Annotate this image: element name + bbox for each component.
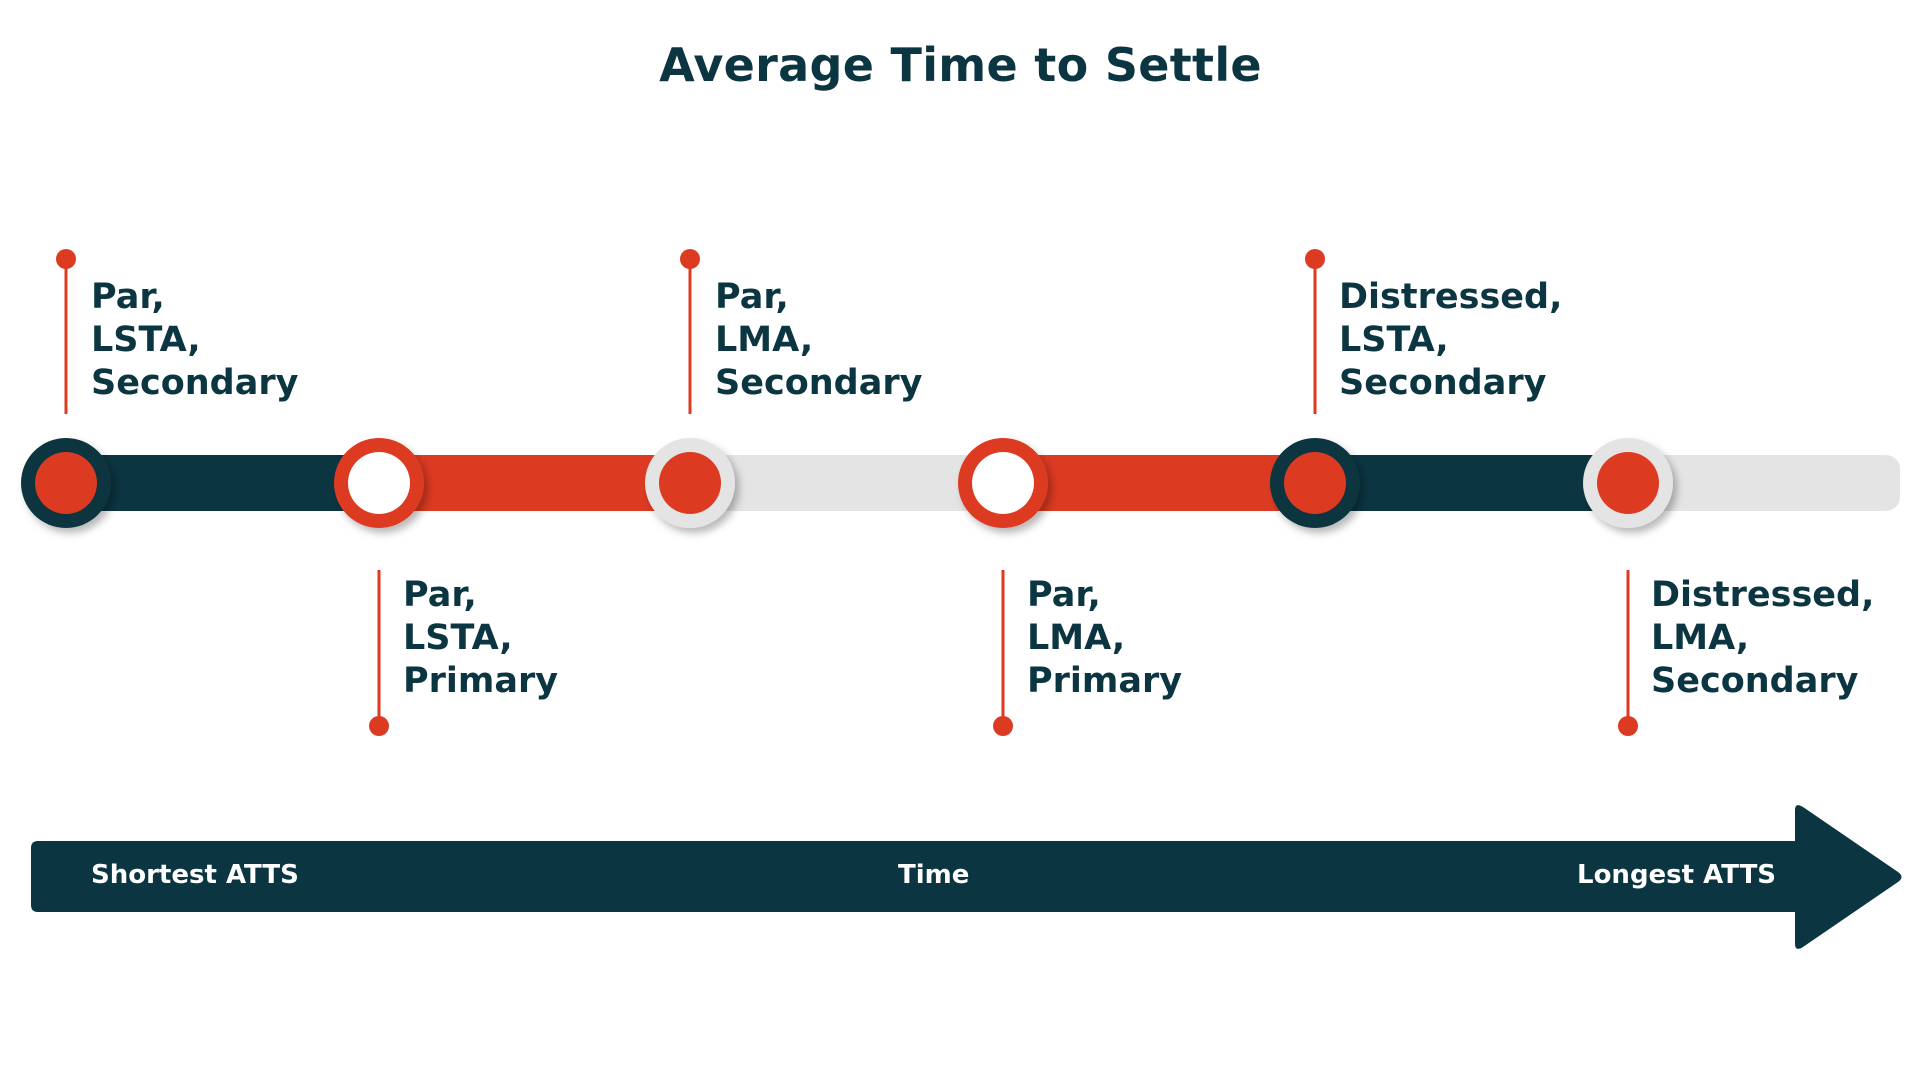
- milestone-5-line-1: Distressed,: [1339, 277, 1563, 317]
- milestone-2-line-3: Primary: [403, 661, 559, 701]
- milestone-4-line-3: Primary: [1027, 661, 1183, 701]
- milestone-6-line-1: Distressed,: [1651, 575, 1875, 615]
- milestone-2-line-1: Par,: [403, 575, 477, 615]
- connector-dot-5: [1305, 249, 1325, 269]
- connector-dot-1: [56, 249, 76, 269]
- milestone-label-2: Par, LSTA, Primary: [403, 574, 558, 703]
- milestone-4-line-2: LMA,: [1027, 618, 1126, 658]
- milestone-3-line-2: LMA,: [715, 320, 814, 360]
- arrow-label-time: Time: [898, 860, 970, 890]
- track-segment-2: [380, 455, 692, 511]
- milestone-1-line-3: Secondary: [91, 363, 299, 403]
- milestone-3-line-1: Par,: [715, 277, 789, 317]
- diagram-title: Average Time to Settle: [659, 38, 1262, 92]
- track-segment-4: [998, 455, 1310, 511]
- node-4: [958, 438, 1048, 528]
- milestone-1-line-2: LSTA,: [91, 320, 201, 360]
- track-segment-5: [1310, 455, 1622, 511]
- milestone-1-line-1: Par,: [91, 277, 165, 317]
- milestone-label-1: Par, LSTA, Secondary: [91, 276, 298, 405]
- connector-dot-4: [993, 716, 1013, 736]
- node-1: [21, 438, 111, 528]
- node-5: [1270, 438, 1360, 528]
- track-segment-3: [692, 455, 998, 511]
- milestone-5-line-3: Secondary: [1339, 363, 1547, 403]
- milestone-label-6: Distressed, LMA, Secondary: [1651, 574, 1874, 703]
- connector-dot-3: [680, 249, 700, 269]
- track-segment-1: [66, 455, 380, 511]
- milestone-4-line-1: Par,: [1027, 575, 1101, 615]
- milestone-6-line-3: Secondary: [1651, 661, 1859, 701]
- milestone-6-line-2: LMA,: [1651, 618, 1750, 658]
- arrow-label-shortest: Shortest ATTS: [91, 860, 299, 890]
- milestone-label-4: Par, LMA, Primary: [1027, 574, 1182, 703]
- milestone-label-3: Par, LMA, Secondary: [715, 276, 922, 405]
- milestone-label-5: Distressed, LSTA, Secondary: [1339, 276, 1562, 405]
- milestone-3-line-3: Secondary: [715, 363, 923, 403]
- connector-dot-6: [1618, 716, 1638, 736]
- arrow-label-longest: Longest ATTS: [1577, 860, 1777, 890]
- time-arrow: [31, 805, 1902, 949]
- node-6: [1583, 438, 1673, 528]
- node-2: [334, 438, 424, 528]
- milestone-5-line-2: LSTA,: [1339, 320, 1449, 360]
- node-3: [645, 438, 735, 528]
- connector-dot-2: [369, 716, 389, 736]
- milestone-2-line-2: LSTA,: [403, 618, 513, 658]
